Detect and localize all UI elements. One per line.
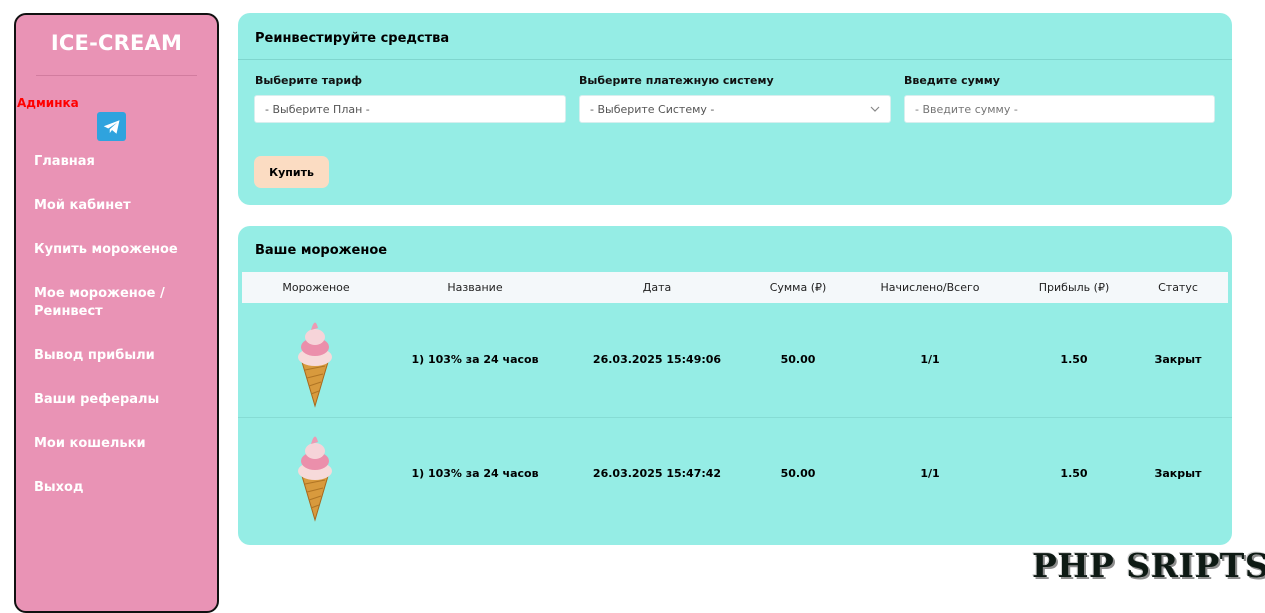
sidebar-item-withdraw[interactable]: Вывод прибыли bbox=[34, 348, 155, 363]
sidebar-item-home[interactable]: Главная bbox=[34, 154, 95, 169]
table-row: 1) 103% за 24 часов 26.03.2025 15:47:42 … bbox=[238, 418, 1232, 532]
chevron-down-icon bbox=[870, 106, 880, 112]
ice-cream-icon bbox=[298, 436, 332, 522]
tariff-select[interactable]: - Выберите План - bbox=[254, 95, 566, 123]
column-header: Прибыль (₽) bbox=[1038, 281, 1110, 294]
ice-cream-icon bbox=[298, 322, 332, 408]
column-header: Мороженое bbox=[282, 281, 350, 294]
logo-divider bbox=[36, 75, 197, 76]
panel-title: Ваше мороженое bbox=[255, 243, 388, 258]
column-header: Сумма (₽) bbox=[769, 281, 827, 294]
column-header: Дата bbox=[642, 281, 672, 294]
payment-system-select[interactable]: - Выберите Систему - bbox=[579, 95, 891, 123]
tariff-label: Выберите тариф bbox=[255, 74, 363, 87]
sidebar-item-wallets[interactable]: Мои кошельки bbox=[34, 436, 146, 451]
divider bbox=[238, 59, 1232, 60]
sidebar-item-logout[interactable]: Выход bbox=[34, 480, 84, 495]
profit: 1.50 bbox=[1060, 353, 1088, 366]
tariff-name: 1) 103% за 24 часов bbox=[411, 353, 539, 366]
date: 26.03.2025 15:47:42 bbox=[592, 467, 722, 480]
profit: 1.50 bbox=[1060, 467, 1088, 480]
date: 26.03.2025 15:49:06 bbox=[592, 353, 722, 366]
sidebar-item-referrals[interactable]: Ваши рефералы bbox=[34, 392, 160, 407]
logo[interactable]: ICE-CREAM bbox=[50, 31, 183, 55]
amount-input[interactable] bbox=[904, 95, 1215, 123]
amount-label: Введите сумму bbox=[904, 74, 1000, 87]
buy-button[interactable]: Купить bbox=[254, 156, 329, 188]
sidebar-item-buy-icecream[interactable]: Купить мороженое bbox=[34, 242, 178, 257]
watermark: PHP SRIPTS bbox=[1032, 546, 1265, 585]
table-row: 1) 103% за 24 часов 26.03.2025 15:49:06 … bbox=[238, 304, 1232, 418]
system-label: Выберите платежную систему bbox=[579, 74, 774, 87]
column-header: Начислено/Всего bbox=[880, 281, 980, 294]
amount: 50.00 bbox=[780, 353, 816, 366]
tariff-select-value: - Выберите План - bbox=[265, 103, 370, 116]
status: Закрыт bbox=[1154, 467, 1202, 480]
column-header: Название bbox=[447, 281, 503, 294]
sidebar-item-cabinet[interactable]: Мой кабинет bbox=[34, 198, 131, 213]
accrued: 1/1 bbox=[920, 353, 940, 366]
sidebar-item-my-icecream[interactable]: Мое мороженое / Реинвест bbox=[34, 286, 165, 319]
tariff-name: 1) 103% за 24 часов bbox=[411, 467, 539, 480]
payment-system-value: - Выберите Систему - bbox=[590, 103, 715, 116]
reinvest-panel: Реинвестируйте средства Выберите тариф -… bbox=[238, 13, 1232, 205]
status: Закрыт bbox=[1154, 353, 1202, 366]
panel-title: Реинвестируйте средства bbox=[255, 31, 450, 46]
column-header: Статус bbox=[1158, 281, 1198, 294]
amount: 50.00 bbox=[780, 467, 816, 480]
telegram-icon[interactable] bbox=[97, 112, 126, 141]
admin-link[interactable]: Админка bbox=[17, 96, 79, 110]
sidebar-nav: Главная Мой кабинет Купить мороженое Мое… bbox=[34, 153, 209, 523]
icecream-panel: Ваше мороженое Мороженое Название Дата С… bbox=[238, 226, 1232, 545]
sidebar: ICE-CREAM Админка Главная Мой кабинет Ку… bbox=[14, 13, 219, 613]
table-header: Мороженое Название Дата Сумма (₽) Начисл… bbox=[242, 272, 1228, 303]
accrued: 1/1 bbox=[920, 467, 940, 480]
